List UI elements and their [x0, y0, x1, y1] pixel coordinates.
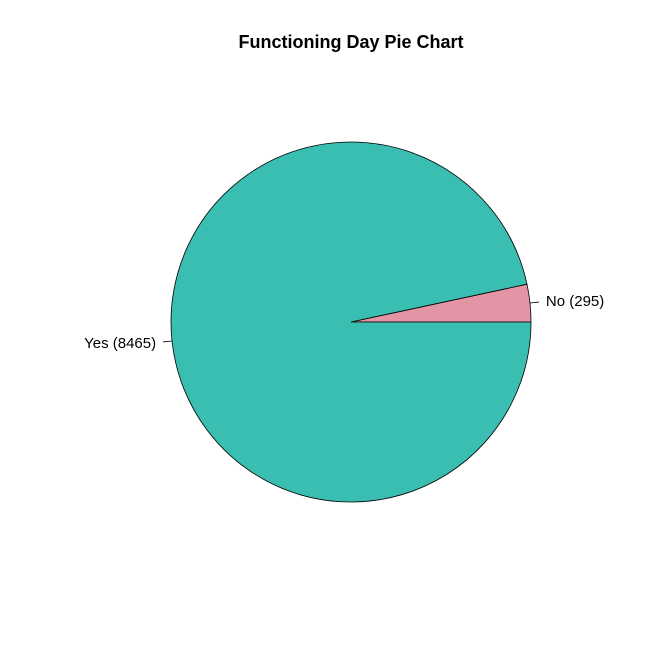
- pie-slice-yes: [170, 141, 532, 503]
- slice-label-no: No (295): [546, 293, 604, 310]
- pie-labels: No (295) Yes (8465): [84, 293, 604, 352]
- label-tick-no: [529, 301, 539, 304]
- chart-title: Functioning Day Pie Chart: [238, 32, 463, 52]
- pie-slices: [170, 141, 532, 503]
- label-tick-yes: [163, 340, 173, 343]
- slice-label-yes: Yes (8465): [84, 335, 156, 352]
